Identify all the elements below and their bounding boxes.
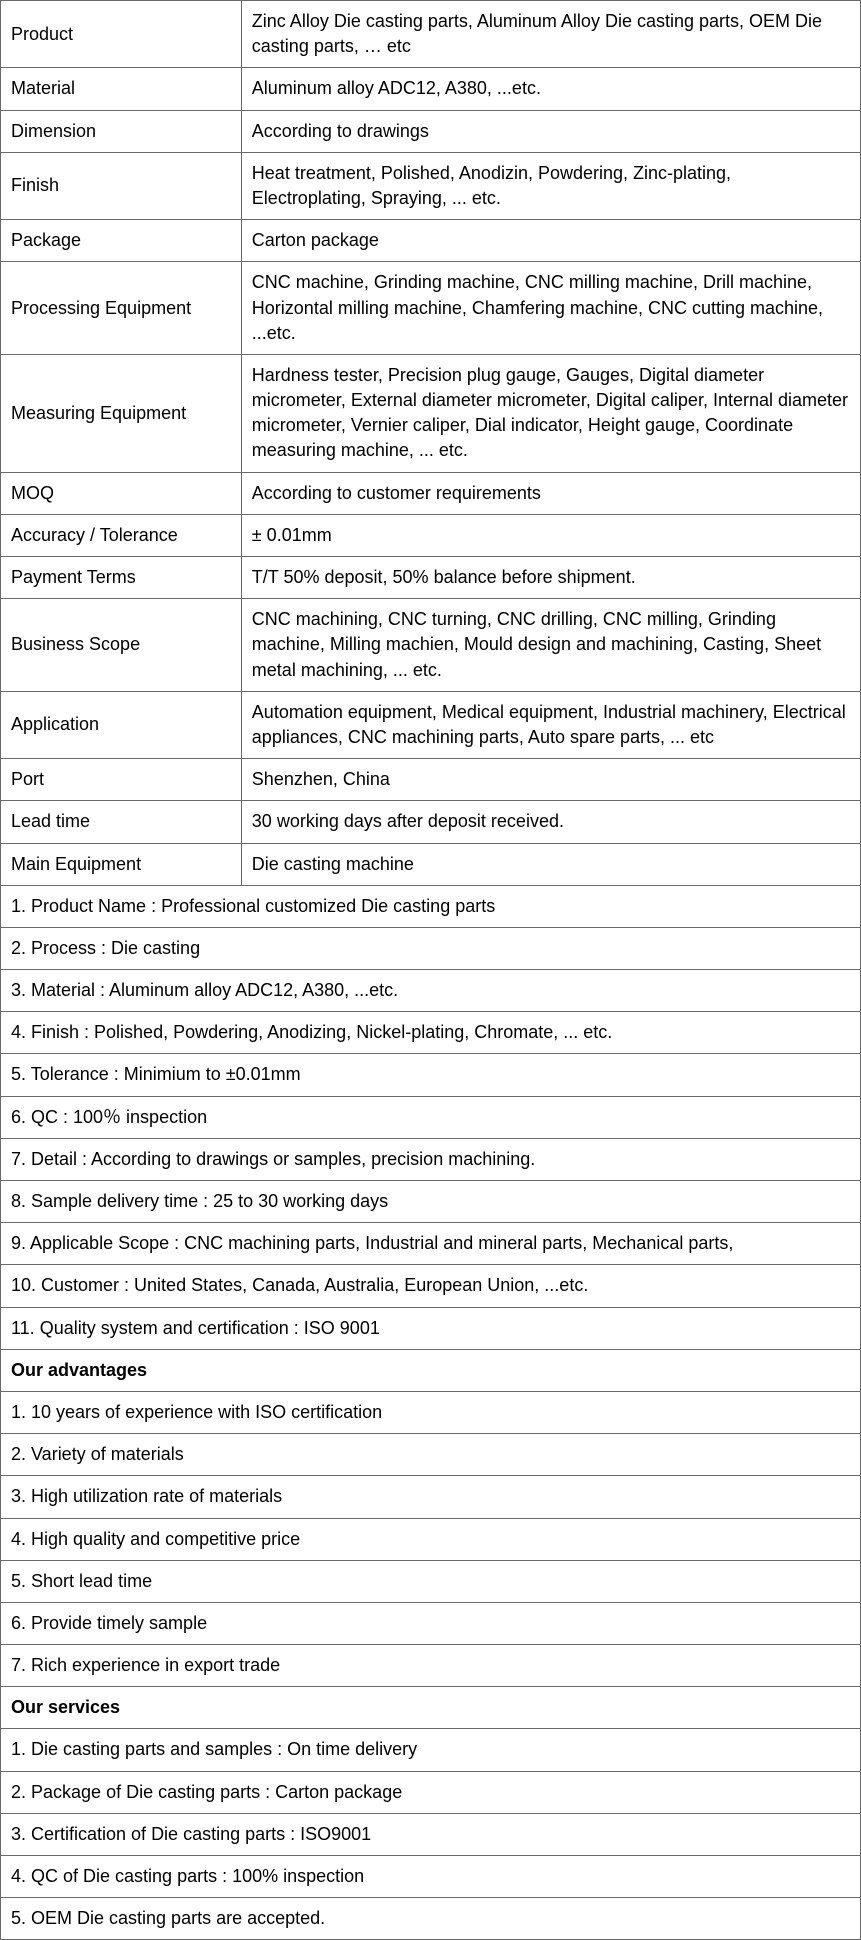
detail-text: 4. Finish : Polished, Powdering, Anodizi… <box>1 1012 861 1054</box>
spec-value: Heat treatment, Polished, Anodizin, Powd… <box>241 152 860 219</box>
spec-label: Accuracy / Tolerance <box>1 514 242 556</box>
detail-row: 1. Die casting parts and samples : On ti… <box>1 1729 861 1771</box>
detail-row: 11. Quality system and certification : I… <box>1 1307 861 1349</box>
spec-label: Lead time <box>1 801 242 843</box>
spec-value: Shenzhen, China <box>241 759 860 801</box>
spec-label: Product <box>1 1 242 68</box>
spec-label: Package <box>1 220 242 262</box>
spec-row: Main Equipment Die casting machine <box>1 843 861 885</box>
spec-value: Zinc Alloy Die casting parts, Aluminum A… <box>241 1 860 68</box>
detail-text: 10. Customer : United States, Canada, Au… <box>1 1265 861 1307</box>
spec-row: Material Aluminum alloy ADC12, A380, ...… <box>1 68 861 110</box>
spec-value: Hardness tester, Precision plug gauge, G… <box>241 354 860 472</box>
spec-value: Aluminum alloy ADC12, A380, ...etc. <box>241 68 860 110</box>
spec-value: CNC machine, Grinding machine, CNC milli… <box>241 262 860 355</box>
detail-row: 5. Tolerance : Minimium to ±0.01mm <box>1 1054 861 1096</box>
detail-row: 6. Provide timely sample <box>1 1602 861 1644</box>
detail-row: Our services <box>1 1687 861 1729</box>
detail-text: 5. Tolerance : Minimium to ±0.01mm <box>1 1054 861 1096</box>
spec-value: ± 0.01mm <box>241 514 860 556</box>
detail-row: 10. Customer : United States, Canada, Au… <box>1 1265 861 1307</box>
detail-rows-body: 1. Product Name : Professional customize… <box>1 885 861 1940</box>
detail-text: 7. Detail : According to drawings or sam… <box>1 1138 861 1180</box>
detail-row: 9. Applicable Scope : CNC machining part… <box>1 1223 861 1265</box>
spec-row: Lead time 30 working days after deposit … <box>1 801 861 843</box>
spec-value: T/T 50% deposit, 50% balance before ship… <box>241 557 860 599</box>
detail-row: 1. 10 years of experience with ISO certi… <box>1 1391 861 1433</box>
detail-row: 2. Process : Die casting <box>1 927 861 969</box>
detail-row: 5. OEM Die casting parts are accepted. <box>1 1898 861 1940</box>
spec-label: Main Equipment <box>1 843 242 885</box>
spec-row: Package Carton package <box>1 220 861 262</box>
spec-row: Measuring Equipment Hardness tester, Pre… <box>1 354 861 472</box>
detail-text: 3. Certification of Die casting parts : … <box>1 1813 861 1855</box>
detail-text: 4. QC of Die casting parts : 100% inspec… <box>1 1856 861 1898</box>
detail-row: 7. Rich experience in export trade <box>1 1645 861 1687</box>
detail-text: 1. 10 years of experience with ISO certi… <box>1 1391 861 1433</box>
detail-text: 8. Sample delivery time : 25 to 30 worki… <box>1 1181 861 1223</box>
spec-label: Processing Equipment <box>1 262 242 355</box>
detail-row: 6. QC : 100％ inspection <box>1 1096 861 1138</box>
spec-row: Application Automation equipment, Medica… <box>1 691 861 758</box>
product-spec-table: Product Zinc Alloy Die casting parts, Al… <box>0 0 861 1940</box>
spec-value: CNC machining, CNC turning, CNC drilling… <box>241 599 860 692</box>
spec-value: According to customer requirements <box>241 472 860 514</box>
spec-value: Die casting machine <box>241 843 860 885</box>
section-heading: Our advantages <box>1 1349 861 1391</box>
detail-text: 9. Applicable Scope : CNC machining part… <box>1 1223 861 1265</box>
spec-label: Business Scope <box>1 599 242 692</box>
spec-label: Dimension <box>1 110 242 152</box>
detail-text: 3. High utilization rate of materials <box>1 1476 861 1518</box>
detail-row: 7. Detail : According to drawings or sam… <box>1 1138 861 1180</box>
detail-text: 11. Quality system and certification : I… <box>1 1307 861 1349</box>
detail-row: 2. Package of Die casting parts : Carton… <box>1 1771 861 1813</box>
spec-value: Automation equipment, Medical equipment,… <box>241 691 860 758</box>
detail-row: 5. Short lead time <box>1 1560 861 1602</box>
spec-label: Payment Terms <box>1 557 242 599</box>
spec-label: Finish <box>1 152 242 219</box>
detail-row: 1. Product Name : Professional customize… <box>1 885 861 927</box>
detail-text: 2. Package of Die casting parts : Carton… <box>1 1771 861 1813</box>
detail-row: 4. Finish : Polished, Powdering, Anodizi… <box>1 1012 861 1054</box>
detail-text: 1. Die casting parts and samples : On ti… <box>1 1729 861 1771</box>
section-heading: Our services <box>1 1687 861 1729</box>
detail-row: 3. High utilization rate of materials <box>1 1476 861 1518</box>
detail-text: 6. QC : 100％ inspection <box>1 1096 861 1138</box>
detail-row: Our advantages <box>1 1349 861 1391</box>
spec-value: According to drawings <box>241 110 860 152</box>
spec-row: Payment Terms T/T 50% deposit, 50% balan… <box>1 557 861 599</box>
spec-row: Dimension According to drawings <box>1 110 861 152</box>
detail-row: 4. QC of Die casting parts : 100% inspec… <box>1 1856 861 1898</box>
spec-label: Port <box>1 759 242 801</box>
detail-text: 2. Variety of materials <box>1 1434 861 1476</box>
detail-row: 4. High quality and competitive price <box>1 1518 861 1560</box>
spec-row: MOQ According to customer requirements <box>1 472 861 514</box>
detail-text: 5. Short lead time <box>1 1560 861 1602</box>
detail-row: 8. Sample delivery time : 25 to 30 worki… <box>1 1181 861 1223</box>
detail-text: 1. Product Name : Professional customize… <box>1 885 861 927</box>
detail-text: 4. High quality and competitive price <box>1 1518 861 1560</box>
spec-row: Business Scope CNC machining, CNC turnin… <box>1 599 861 692</box>
detail-row: 3. Certification of Die casting parts : … <box>1 1813 861 1855</box>
spec-rows-body: Product Zinc Alloy Die casting parts, Al… <box>1 1 861 886</box>
spec-label: Application <box>1 691 242 758</box>
detail-text: 3. Material : Aluminum alloy ADC12, A380… <box>1 970 861 1012</box>
spec-row: Processing Equipment CNC machine, Grindi… <box>1 262 861 355</box>
detail-text: 2. Process : Die casting <box>1 927 861 969</box>
spec-row: Finish Heat treatment, Polished, Anodizi… <box>1 152 861 219</box>
spec-label: Material <box>1 68 242 110</box>
spec-label: Measuring Equipment <box>1 354 242 472</box>
detail-text: 6. Provide timely sample <box>1 1602 861 1644</box>
spec-value: 30 working days after deposit received. <box>241 801 860 843</box>
detail-text: 7. Rich experience in export trade <box>1 1645 861 1687</box>
spec-row: Product Zinc Alloy Die casting parts, Al… <box>1 1 861 68</box>
spec-row: Port Shenzhen, China <box>1 759 861 801</box>
detail-text: 5. OEM Die casting parts are accepted. <box>1 1898 861 1940</box>
detail-row: 2. Variety of materials <box>1 1434 861 1476</box>
detail-row: 3. Material : Aluminum alloy ADC12, A380… <box>1 970 861 1012</box>
spec-label: MOQ <box>1 472 242 514</box>
spec-value: Carton package <box>241 220 860 262</box>
spec-row: Accuracy / Tolerance ± 0.01mm <box>1 514 861 556</box>
